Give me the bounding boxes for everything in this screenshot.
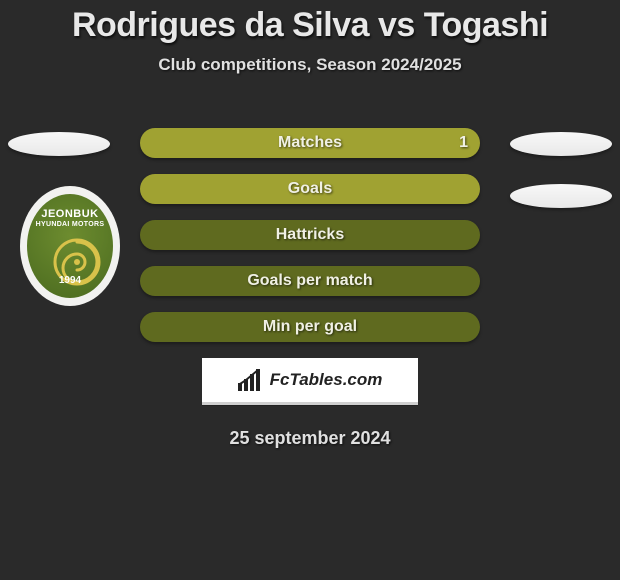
stat-label: Hattricks (276, 226, 344, 244)
stat-label: Min per goal (263, 318, 357, 336)
bars-icon (238, 369, 264, 391)
stat-row: Matches 1 (140, 128, 480, 158)
stat-row: Goals (140, 174, 480, 204)
stat-row: Goals per match (140, 266, 480, 296)
stats-panel: Matches 1 Goals Hattricks Goals per match Min… (140, 128, 480, 358)
container: Rodrigues da Silva vs Togashi Club compe… (0, 6, 620, 580)
footer-logo-text: FcTables.com (270, 370, 383, 390)
badge-outer-ring: JEONBUK HYUNDAI MOTORS 1994 (20, 186, 120, 306)
page-title: Rodrigues da Silva vs Togashi (0, 6, 620, 45)
club-badge: JEONBUK HYUNDAI MOTORS 1994 (20, 186, 120, 306)
stat-label: Matches (278, 134, 342, 152)
page-subtitle: Club competitions, Season 2024/2025 (0, 55, 620, 75)
stat-label: Goals (288, 180, 332, 198)
date-text: 25 september 2024 (0, 428, 620, 449)
stat-label: Goals per match (247, 272, 372, 290)
badge-inner: JEONBUK HYUNDAI MOTORS 1994 (27, 194, 113, 298)
badge-text-top: JEONBUK (27, 208, 113, 220)
footer-logo: FcTables.com (202, 358, 418, 405)
stat-row: Hattricks (140, 220, 480, 250)
player-left-oval-1 (8, 132, 110, 156)
player-right-oval-1 (510, 132, 612, 156)
badge-year: 1994 (27, 275, 113, 286)
stat-value-right: 1 (459, 134, 468, 152)
player-right-oval-2 (510, 184, 612, 208)
badge-text-mid: HYUNDAI MOTORS (27, 221, 113, 228)
stat-row: Min per goal (140, 312, 480, 342)
